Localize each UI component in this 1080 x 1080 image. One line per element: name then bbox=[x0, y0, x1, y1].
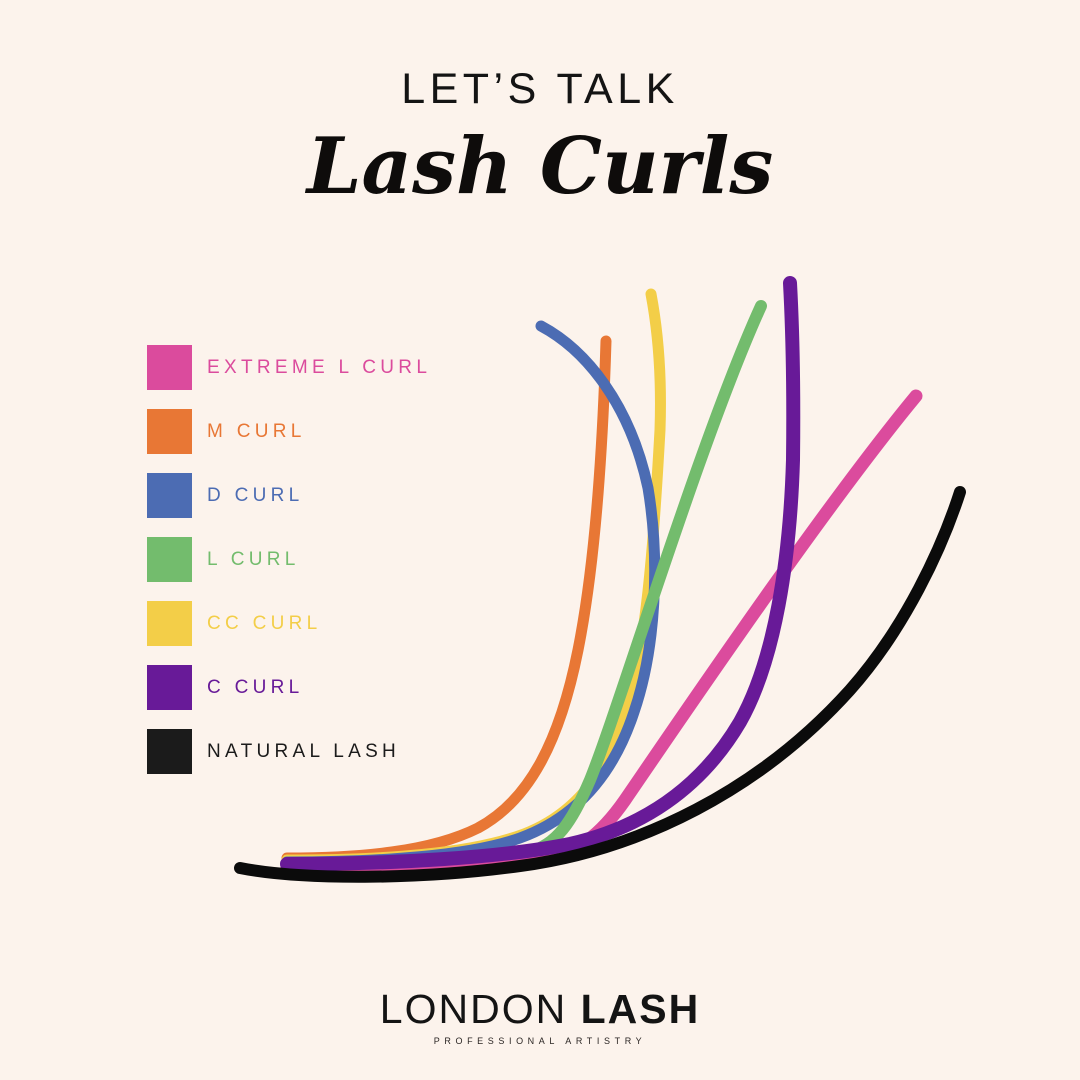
legend-swatch-l-curl bbox=[147, 537, 192, 582]
legend: EXTREME L CURL M CURL D CURL L CURL CC C… bbox=[147, 345, 477, 793]
legend-label-l-curl: L CURL bbox=[207, 549, 300, 570]
legend-label-d-curl: D CURL bbox=[207, 485, 304, 506]
header: LET’S TALK Lash Curls bbox=[0, 68, 1080, 206]
legend-label-m-curl: M CURL bbox=[207, 421, 306, 442]
logo-word-spacer bbox=[567, 986, 580, 1032]
legend-item-m-curl[interactable]: M CURL bbox=[147, 409, 477, 454]
legend-label-cc-curl: CC CURL bbox=[207, 613, 322, 634]
legend-label-natural-lash: NATURAL LASH bbox=[207, 741, 401, 762]
legend-label-extreme-l-curl: EXTREME L CURL bbox=[207, 357, 432, 378]
legend-swatch-extreme-l-curl bbox=[147, 345, 192, 390]
logo-tagline: PROFESSIONAL ARTISTRY bbox=[433, 1036, 647, 1046]
legend-item-l-curl[interactable]: L CURL bbox=[147, 537, 477, 582]
logo-wordmark: LONDON LASH bbox=[0, 989, 1080, 1030]
legend-item-d-curl[interactable]: D CURL bbox=[147, 473, 477, 518]
legend-item-c-curl[interactable]: C CURL bbox=[147, 665, 477, 710]
logo-word-lash: LASH bbox=[580, 986, 701, 1032]
legend-swatch-natural-lash bbox=[147, 729, 192, 774]
logo-word-london: LONDON bbox=[379, 986, 568, 1032]
legend-swatch-cc-curl bbox=[147, 601, 192, 646]
legend-swatch-c-curl bbox=[147, 665, 192, 710]
legend-item-natural-lash[interactable]: NATURAL LASH bbox=[147, 729, 477, 774]
legend-item-extreme-l-curl[interactable]: EXTREME L CURL bbox=[147, 345, 477, 390]
legend-swatch-d-curl bbox=[147, 473, 192, 518]
brand-logo: LONDON LASH PROFESSIONAL ARTISTRY bbox=[0, 989, 1080, 1046]
legend-label-c-curl: C CURL bbox=[207, 677, 304, 698]
eyebrow-text: LET’S TALK bbox=[401, 65, 679, 113]
legend-swatch-m-curl bbox=[147, 409, 192, 454]
page-title: Lash Curls bbox=[306, 121, 774, 212]
legend-item-cc-curl[interactable]: CC CURL bbox=[147, 601, 477, 646]
